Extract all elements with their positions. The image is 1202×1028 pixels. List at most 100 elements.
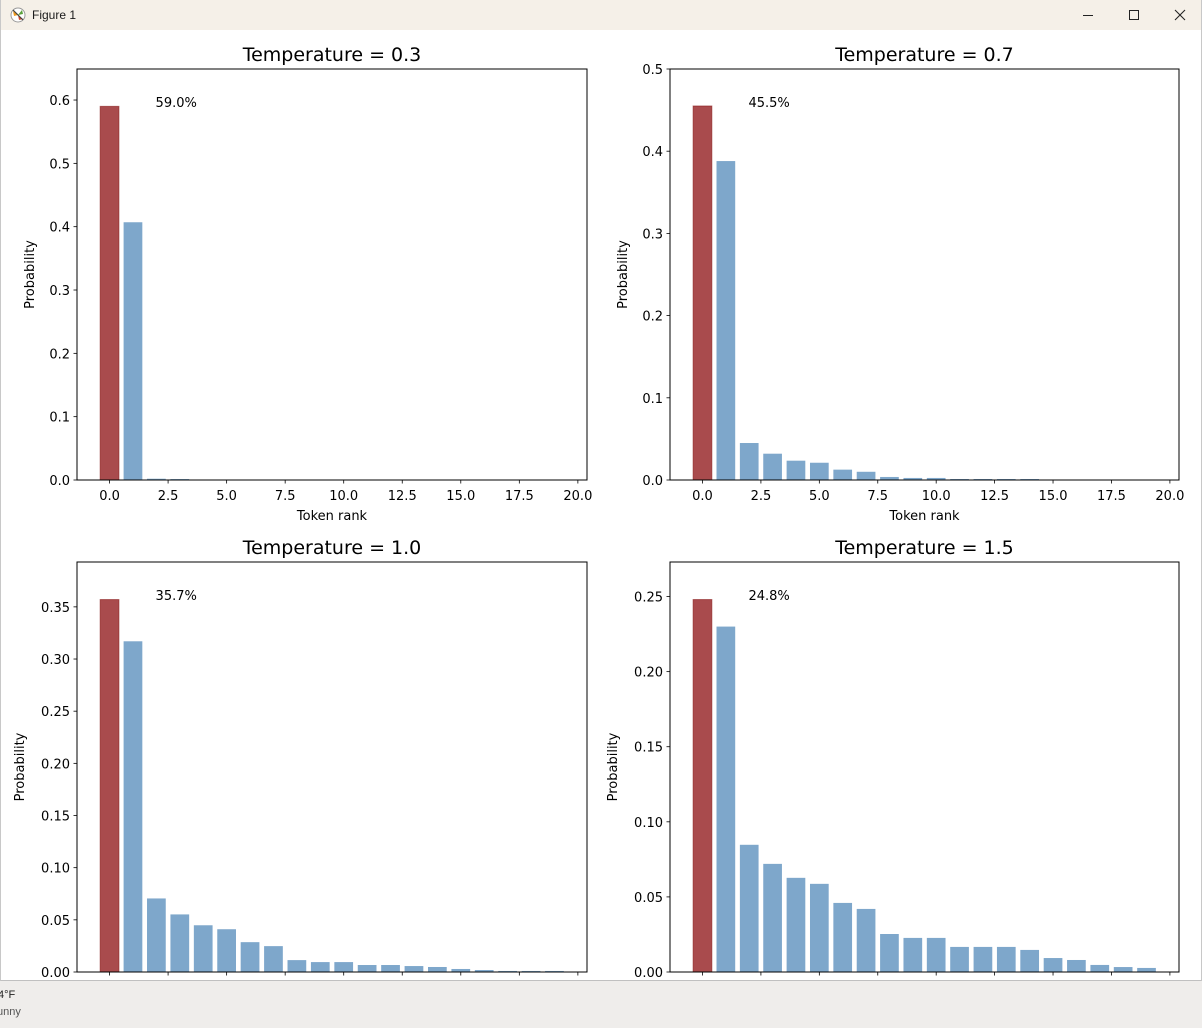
bar [264,946,283,972]
axes-frame [76,68,588,481]
x-tick-label: 2.5 [158,489,179,504]
y-tick-label: 0.30 [41,653,70,668]
subplot-temperature-1.5: 0.00 0.05 0.10 0.15 0.20 0.25 Temperature = 1.… [606,537,1180,980]
x-tick-label: 20.0 [1155,489,1184,504]
bar-top-token [99,105,120,481]
y-tick-label: 0.00 [41,966,70,980]
title-bar[interactable]: Figure 1 [1,0,1201,30]
y-tick-label: 0.2 [49,347,70,362]
bar [809,462,829,480]
bar [880,934,899,972]
minimize-icon [1083,15,1093,16]
weather-temperature[interactable]: 4°F [0,989,16,1001]
y-tick-label: 0.0 [642,474,663,489]
bar [404,966,424,972]
bar [1137,967,1156,972]
y-axis-label: Probability [606,732,621,801]
x-tick-label: 5.0 [809,489,830,504]
x-tick-label: 20.0 [563,489,592,504]
y-tick-label: 0.5 [642,63,663,78]
y-tick-label: 0.15 [634,741,663,756]
subplot-temperature-0.3: 0.0 0.1 0.2 0.3 0.4 0.5 0.6 0.0 2.5 5.0 7.5 10.0 12.… [23,44,592,524]
bar [240,942,260,972]
x-tick-label: 2.5 [751,489,772,504]
bar [856,908,876,972]
y-tick-label: 0.4 [642,145,663,160]
bar [428,966,447,972]
bar [716,161,736,480]
subplot-temperature-1.0: 0.00 0.05 0.10 0.15 0.20 0.25 0.30 0.35 Temperat… [13,537,588,980]
x-tick-label: 15.0 [446,489,475,504]
top-probability-annotation: 24.8% [748,589,789,604]
y-tick-label: 0.6 [49,94,70,109]
bar [716,626,736,972]
y-tick-label: 0.1 [642,392,663,407]
bar-top-token [99,599,120,973]
x-tick-label: 17.5 [1097,489,1126,504]
bar [950,946,969,972]
bar [474,970,494,972]
bar [833,902,853,972]
minimize-button[interactable] [1065,0,1111,30]
y-tick-label: 0.20 [41,757,70,772]
y-tick-label: 0.3 [49,284,70,299]
y-tick-label: 0.25 [41,705,70,720]
x-tick-label: 12.5 [980,489,1009,504]
y-tick-label: 0.5 [49,157,70,172]
bar [763,453,782,480]
bar-top-token [692,599,713,973]
y-tick-label: 0.05 [634,891,663,906]
bar [123,641,143,972]
weather-condition[interactable]: unny [0,1006,21,1018]
bar [1043,958,1063,972]
x-tick-label: 7.5 [275,489,296,504]
bar [880,476,899,480]
bar [739,443,759,480]
bar [1113,967,1133,972]
bar [1020,949,1040,972]
bar [521,970,541,972]
close-button[interactable] [1157,0,1202,30]
x-tick-label: 10.0 [922,489,951,504]
x-tick-label: 5.0 [216,489,237,504]
bar [1067,959,1086,972]
bar [217,929,236,972]
subplot-title: Temperature = 0.7 [834,44,1014,66]
bar [451,968,471,972]
axes-frame [669,68,1180,481]
bar [903,477,923,480]
y-axis-label: Probability [23,240,38,309]
bar [287,960,307,972]
bar [996,946,1016,972]
bar [903,937,923,972]
y-tick-label: 0.1 [49,411,70,426]
bar [381,965,400,972]
subplot-title: Temperature = 0.3 [242,44,422,66]
bar [193,925,213,972]
subplot-title: Temperature = 1.0 [242,537,422,559]
axes-frame [76,561,588,973]
y-tick-label: 0.15 [41,810,70,825]
y-tick-label: 0.25 [634,591,663,606]
bar [926,477,946,480]
y-tick-label: 0.2 [642,310,663,325]
y-axis-label: Probability [616,240,631,309]
y-tick-label: 0.4 [49,221,70,236]
x-tick-label: 7.5 [867,489,888,504]
matplotlib-figure-icon [10,7,26,23]
subplot-temperature-0.7: 0.0 0.1 0.2 0.3 0.4 0.5 0.0 2.5 5.0 7.5 10.0 12.5 15… [616,44,1184,524]
bar-top-token [692,105,713,481]
bar [763,863,782,972]
bar [739,844,759,972]
bar [147,478,166,480]
top-probability-annotation: 45.5% [748,96,789,111]
bar [357,965,377,972]
y-tick-label: 0.10 [41,862,70,877]
bar [786,460,806,480]
bar [310,962,330,972]
subplot-title: Temperature = 1.5 [834,537,1014,559]
bar [833,469,853,480]
bar [170,914,190,972]
x-axis-label: Token rank [296,509,368,524]
maximize-button[interactable] [1111,0,1157,30]
